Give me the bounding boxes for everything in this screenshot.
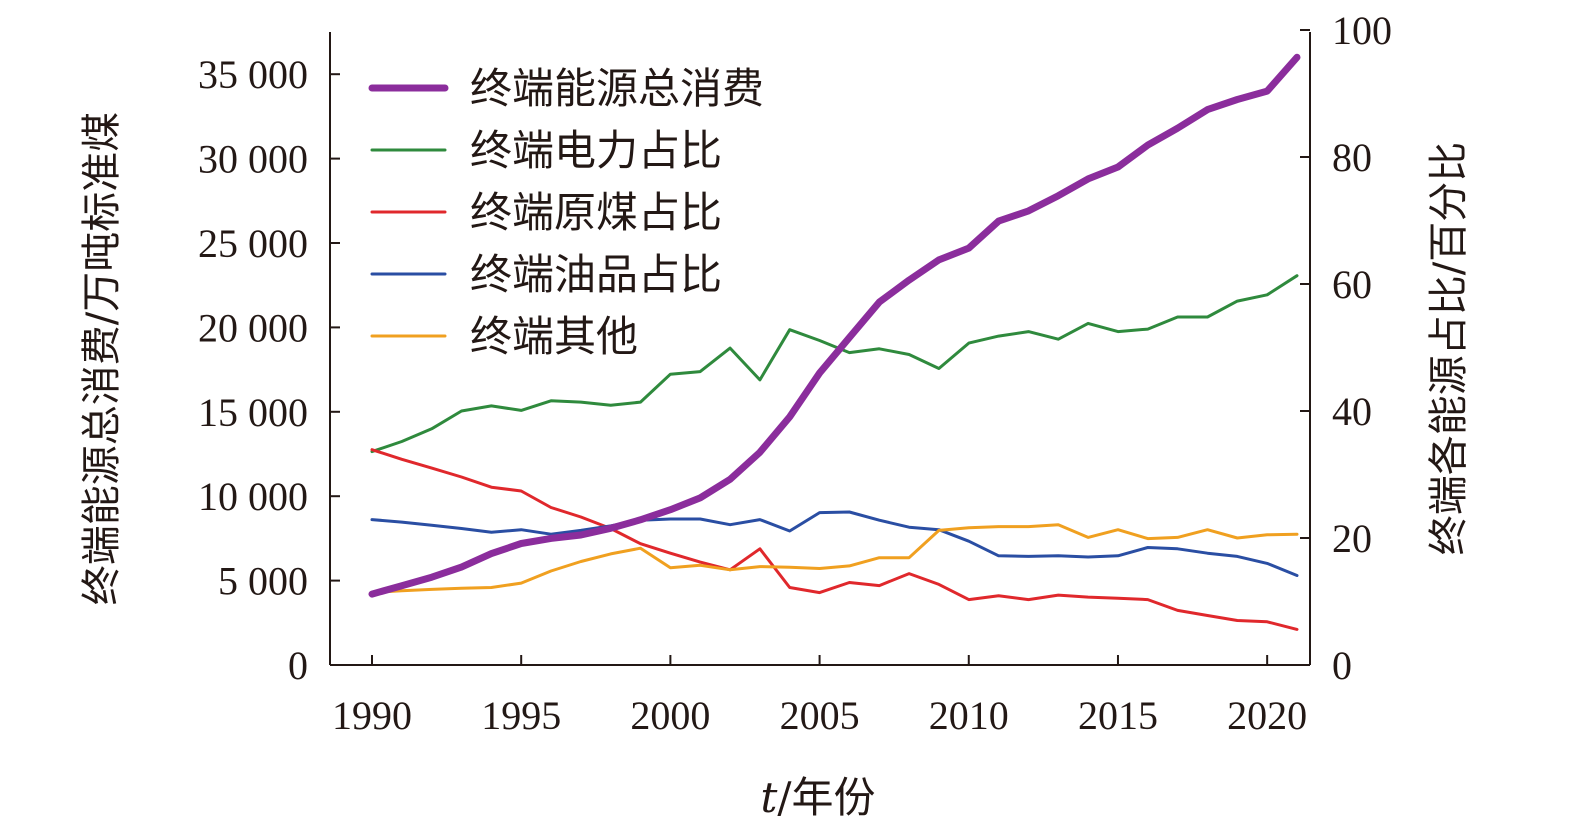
axis-titles: 终端能源总消费/万吨标准煤 终端各能源占比/百分比 t/年份 bbox=[79, 112, 1472, 822]
y-left-tick-label: 20 000 bbox=[198, 305, 308, 350]
x-tick-label: 2005 bbox=[780, 693, 860, 738]
series-line-3 bbox=[370, 448, 1299, 631]
y-right-tick-label: 40 bbox=[1332, 389, 1372, 434]
series-line-4 bbox=[370, 510, 1299, 577]
legend-label: 终端油品占比 bbox=[470, 250, 722, 299]
x-tick-label: 2010 bbox=[929, 693, 1009, 738]
y-left-tick-label: 30 000 bbox=[198, 137, 308, 182]
legend-label: 终端能源总消费 bbox=[470, 64, 764, 113]
series-line-5 bbox=[370, 523, 1299, 595]
y-right-tick-label: 100 bbox=[1332, 8, 1392, 53]
x-tick-label: 2020 bbox=[1227, 693, 1307, 738]
x-tick-label: 1995 bbox=[481, 693, 561, 738]
series-layer bbox=[368, 53, 1301, 631]
y-left-tick-label: 0 bbox=[288, 643, 308, 688]
x-axis-title: t/年份 bbox=[760, 773, 875, 822]
y-left-tick-label: 5 000 bbox=[218, 559, 308, 604]
y-left-tick-label: 15 000 bbox=[198, 390, 308, 435]
legend-label: 终端原煤占比 bbox=[470, 188, 722, 237]
chart-axes: 0 5 000 10 000 15 000 20 000 25 000 30 000 35 0… bbox=[198, 8, 1392, 738]
y-right-tick-label: 0 bbox=[1332, 643, 1352, 688]
x-tick-label: 1990 bbox=[332, 693, 412, 738]
y-right-tick-label: 60 bbox=[1332, 262, 1372, 307]
y-left-tick-label: 25 000 bbox=[198, 221, 308, 266]
x-tick-label: 2000 bbox=[630, 693, 710, 738]
series-line-1 bbox=[368, 53, 1301, 598]
y-left-tick-label: 35 000 bbox=[198, 52, 308, 97]
y-left-tick-label: 10 000 bbox=[198, 474, 308, 519]
y-right-tick-label: 80 bbox=[1332, 135, 1372, 180]
x-axis-title-unit: /年份 bbox=[777, 773, 875, 822]
x-tick-label: 2015 bbox=[1078, 693, 1158, 738]
x-axis-title-variable: t bbox=[760, 773, 777, 822]
y-right-tick-label: 20 bbox=[1332, 516, 1372, 561]
y-axis-right-title: 终端各能源占比/百分比 bbox=[1426, 142, 1472, 555]
series-line-2 bbox=[370, 274, 1299, 454]
y-axis-left-title: 终端能源总消费/万吨标准煤 bbox=[79, 112, 125, 605]
legend-label: 终端电力占比 bbox=[470, 126, 722, 175]
legend-label: 终端其他 bbox=[470, 312, 638, 361]
